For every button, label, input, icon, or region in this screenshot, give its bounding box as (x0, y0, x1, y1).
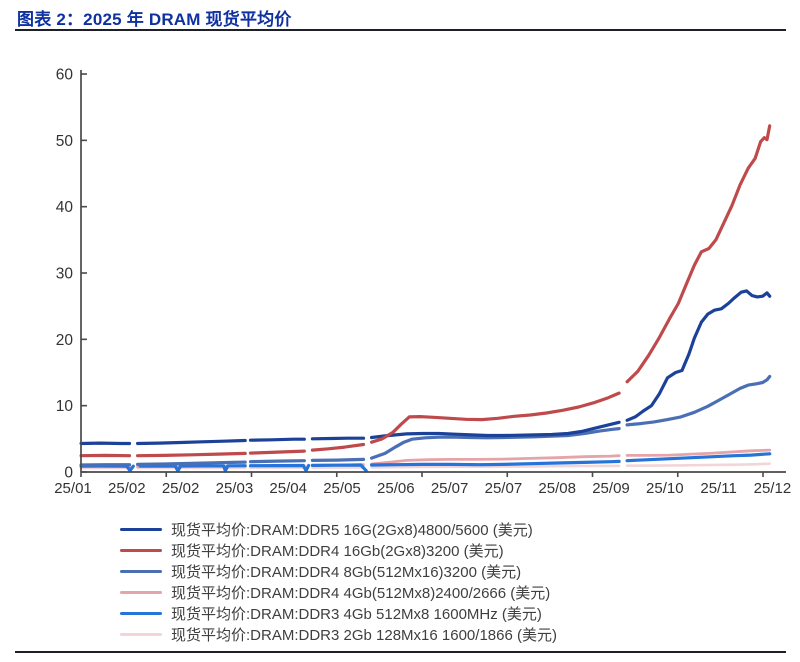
x-tick-label: 25/04 (269, 480, 307, 497)
x-tick-label: 25/02 (162, 480, 200, 497)
series-line-1 (370, 391, 621, 444)
series-line-0 (310, 436, 366, 441)
x-tick-label: 25/12 (754, 480, 792, 497)
figure-title: 图表 2：2025 年 DRAM 现货平均价 (17, 10, 292, 29)
series-line-3 (625, 448, 772, 457)
legend-label: 现货平均价:DRAM:DDR4 16Gb(2Gx8)3200 (美元) (171, 543, 504, 560)
legend-label: 现货平均价:DRAM:DDR3 4Gb 512Mx8 1600MHz (美元) (171, 606, 542, 623)
series-line-5 (370, 464, 621, 469)
legend-item: 现货平均价:DRAM:DDR4 4Gb(512Mx8)2400/2666 (美元… (0, 582, 800, 603)
legend-swatch (120, 632, 162, 637)
y-tick-label: 20 (56, 332, 74, 349)
x-tick-label: 25/09 (592, 480, 630, 497)
legend-swatch (120, 569, 162, 574)
x-tick-label: 25/03 (216, 480, 254, 497)
series-line-1 (310, 442, 366, 452)
x-tick-label: 25/07 (431, 480, 469, 497)
x-tick-label: 25/06 (377, 480, 415, 497)
legend-item: 现货平均价:DRAM:DDR5 16G(2Gx8)4800/5600 (美元) (0, 519, 800, 540)
legend-swatch (120, 611, 162, 616)
series-line-1 (625, 124, 772, 384)
legend-swatch (120, 590, 162, 595)
y-tick-label: 50 (56, 133, 74, 150)
x-tick-label: 25/02 (108, 480, 146, 497)
x-tick-label: 25/05 (323, 480, 361, 497)
series-line-2 (248, 459, 306, 464)
series-line-0 (136, 438, 247, 446)
series-line-2 (625, 374, 772, 427)
series-line-3 (370, 454, 621, 466)
chart-legend: 现货平均价:DRAM:DDR5 16G(2Gx8)4800/5600 (美元) 现… (0, 519, 800, 645)
legend-label: 现货平均价:DRAM:DDR4 8Gb(512Mx16)3200 (美元) (171, 564, 522, 581)
series-line-2 (136, 460, 247, 466)
legend-label: 现货平均价:DRAM:DDR5 16G(2Gx8)4800/5600 (美元) (171, 522, 533, 539)
y-tick-label: 10 (56, 398, 74, 415)
legend-label: 现货平均价:DRAM:DDR4 4Gb(512Mx8)2400/2666 (美元… (171, 585, 551, 602)
series-line-4 (138, 464, 247, 473)
legend-swatch (120, 548, 162, 553)
series-line-1 (248, 449, 306, 455)
series-line-0 (370, 420, 621, 440)
x-tick-label: 25/11 (700, 480, 736, 497)
figure-bottom-divider (15, 651, 786, 654)
series-line-1 (136, 451, 247, 458)
x-tick-label: 25/08 (538, 480, 576, 497)
series-line-4 (370, 459, 621, 467)
title-divider (15, 29, 786, 32)
line-chart: 0 10 20 30 40 50 60 25/01 25/02 25/02 25/03 25/04 25… (54, 67, 792, 497)
series-line-0 (625, 289, 772, 422)
y-tick-label: 0 (64, 465, 73, 482)
legend-item: 现货平均价:DRAM:DDR3 2Gb 128Mx16 1600/1866 (美… (0, 624, 800, 645)
legend-label: 现货平均价:DRAM:DDR3 2Gb 128Mx16 1600/1866 (美… (171, 627, 557, 644)
series-line-4 (625, 452, 772, 463)
series-line-4 (248, 463, 311, 473)
legend-item: 现货平均价:DRAM:DDR4 8Gb(512Mx16)3200 (美元) (0, 561, 800, 582)
x-tick-label: 25/01 (54, 480, 92, 497)
series-line-2 (310, 457, 366, 462)
series-line-0 (248, 437, 306, 442)
legend-item: 现货平均价:DRAM:DDR3 4Gb 512Mx8 1600MHz (美元) (0, 603, 800, 624)
series-line-4 (310, 463, 368, 473)
y-tick-label: 30 (56, 266, 74, 283)
y-tick-label: 40 (56, 199, 74, 216)
x-tick-label: 25/10 (646, 480, 684, 497)
legend-swatch (120, 527, 162, 532)
x-tick-label: 25/07 (485, 480, 523, 497)
series-line-2 (370, 427, 621, 460)
y-tick-label: 60 (56, 67, 74, 84)
legend-item: 现货平均价:DRAM:DDR4 16Gb(2Gx8)3200 (美元) (0, 540, 800, 561)
series-line-5 (625, 462, 772, 468)
